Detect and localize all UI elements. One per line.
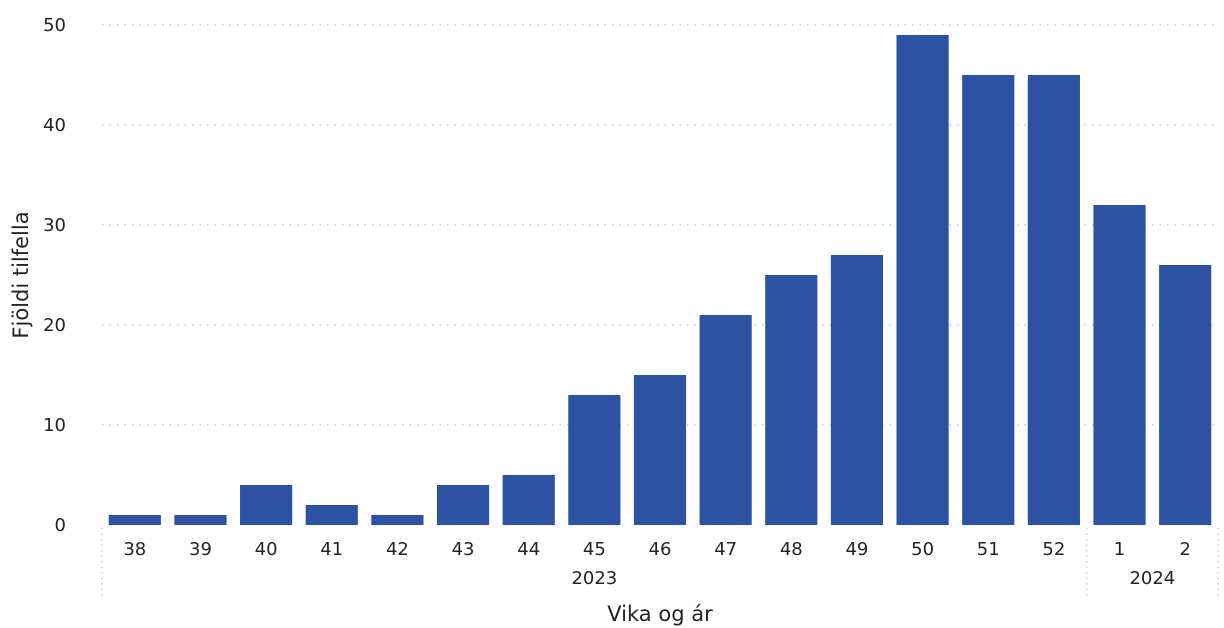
bar xyxy=(568,395,621,525)
x-tick-label: 42 xyxy=(386,539,409,560)
x-tick-label: 39 xyxy=(189,539,212,560)
x-tick-label: 50 xyxy=(911,539,934,560)
y-tick-label: 30 xyxy=(43,215,66,236)
y-tick-label: 40 xyxy=(43,115,66,136)
bar xyxy=(1093,205,1146,525)
bar xyxy=(962,75,1015,525)
x-axis-title: Vika og ár xyxy=(607,602,713,626)
x-tick-label: 46 xyxy=(649,539,672,560)
x-tick-label: 43 xyxy=(452,539,475,560)
bar xyxy=(305,505,358,525)
y-tick-label: 10 xyxy=(43,415,66,436)
x-tick-label: 38 xyxy=(123,539,146,560)
bar xyxy=(1159,265,1212,525)
x-tick-label: 1 xyxy=(1114,539,1125,560)
bar xyxy=(633,375,687,525)
bar xyxy=(699,315,752,525)
x-tick-label: 44 xyxy=(517,539,540,560)
x-axis-year-groups: 2023 2024 xyxy=(101,528,1219,596)
x-group-label: 2024 xyxy=(1129,568,1175,589)
bars xyxy=(108,35,1212,525)
y-axis-title: Fjöldi tilfella xyxy=(9,211,33,338)
x-tick-label: 45 xyxy=(583,539,606,560)
bar xyxy=(765,275,818,525)
x-tick-label: 49 xyxy=(845,539,868,560)
x-tick-label: 2 xyxy=(1179,539,1190,560)
y-tick-label: 20 xyxy=(43,315,66,336)
x-tick-label: 47 xyxy=(714,539,737,560)
x-axis-ticks: 38 39 40 41 42 43 44 45 46 47 48 49 50 51 52 1 2 xyxy=(123,539,1191,560)
bar xyxy=(830,255,884,525)
x-tick-label: 40 xyxy=(255,539,278,560)
x-tick-label: 48 xyxy=(780,539,803,560)
y-axis-ticks: 0 10 20 30 40 50 xyxy=(43,15,66,536)
x-tick-label: 41 xyxy=(320,539,343,560)
bar xyxy=(240,485,293,525)
bar xyxy=(108,515,161,525)
bar xyxy=(1027,75,1080,525)
y-tick-label: 0 xyxy=(55,515,66,536)
x-tick-label: 52 xyxy=(1042,539,1065,560)
bar xyxy=(371,515,424,525)
bar xyxy=(174,515,227,525)
y-tick-label: 50 xyxy=(43,15,66,36)
bar xyxy=(436,485,490,525)
bar xyxy=(502,475,555,525)
x-group-label: 2023 xyxy=(571,568,617,589)
bar xyxy=(896,35,949,525)
x-tick-label: 51 xyxy=(977,539,1000,560)
